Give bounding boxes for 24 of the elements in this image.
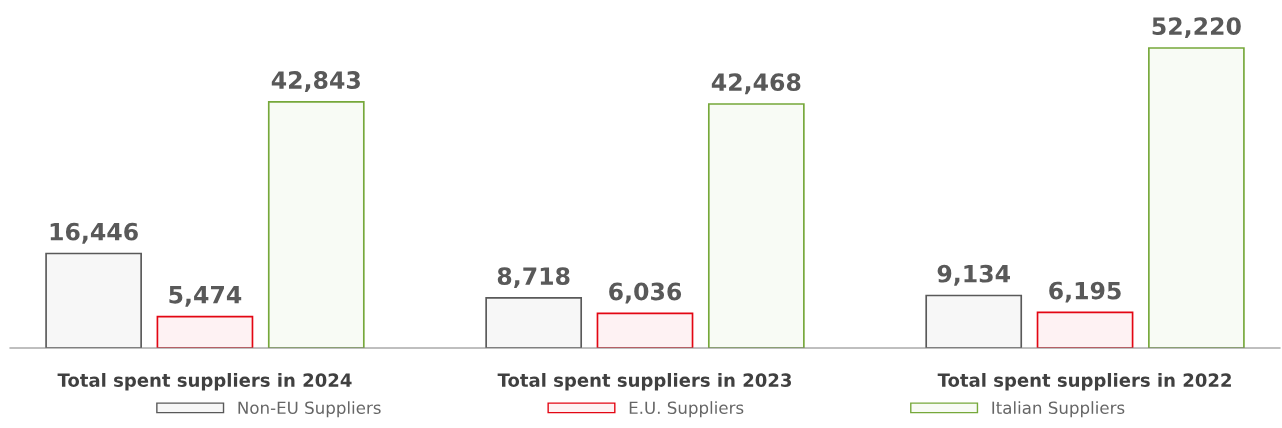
bar [45,252,142,348]
data-label: 8,718 [497,267,570,289]
bar [267,101,365,348]
data-label: 6,195 [1049,281,1121,303]
bar [1148,47,1245,348]
data-label: 6,036 [609,282,682,304]
data-label: 5,474 [169,286,242,307]
bar [925,294,1023,348]
x-tick-label: Total spent suppliers in 2022 [937,373,1231,391]
legend-label: Non-EU Suppliers [238,401,381,418]
legend-label: Italian Suppliers [992,401,1125,418]
bar [156,315,254,348]
x-tick-label: Total spent suppliers in 2024 [57,373,352,391]
legend-label: E.U. Suppliers [629,401,744,418]
data-label: 42,468 [711,73,801,95]
bar [1036,311,1134,348]
data-label: 42,843 [271,71,360,92]
bar [596,312,694,348]
bar [707,103,805,348]
data-label: 16,446 [50,222,138,244]
bar [485,297,583,348]
data-label: 9,134 [937,264,1010,286]
x-tick-label: Total spent suppliers in 2023 [497,373,792,391]
data-label: 52,220 [1152,17,1241,39]
